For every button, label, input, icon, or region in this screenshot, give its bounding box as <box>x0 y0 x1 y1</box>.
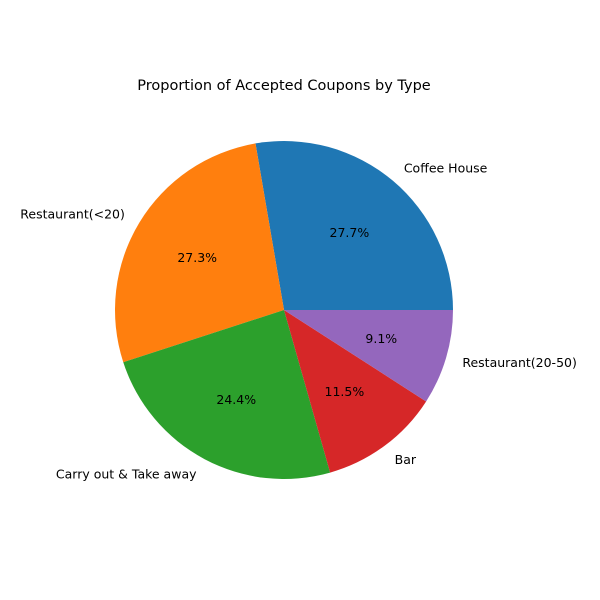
pie-slice-restaurant-20 <box>115 143 284 363</box>
pie-category-label-restaurant-20: Restaurant(<20) <box>20 206 125 221</box>
pie-value-label-restaurant-20-50: 9.1% <box>365 331 397 346</box>
pie-slices <box>115 141 453 479</box>
pie-category-label-coffee-house: Coffee House <box>404 160 488 175</box>
pie-category-label-restaurant-20-50: Restaurant(20-50) <box>462 355 577 370</box>
pie-value-label-carry-out-take-away: 24.4% <box>216 392 256 407</box>
pie-slice-restaurant-20-50 <box>284 310 453 402</box>
pie-category-label-bar: Bar <box>395 452 417 467</box>
chart-title: Proportion of Accepted Coupons by Type <box>137 78 431 94</box>
pie-labels: 27.7% Coffee House 27.3% Restaurant(<20) 24.… <box>20 160 577 481</box>
pie-value-label-coffee-house: 27.7% <box>330 225 370 240</box>
pie-slice-bar <box>284 310 427 473</box>
pie-slice-coffee-house <box>255 141 453 310</box>
pie-value-label-bar: 11.5% <box>325 384 365 399</box>
pie-slice-carry-out-take-away <box>123 310 331 479</box>
pie-value-label-restaurant-20: 27.3% <box>177 250 217 265</box>
pie-category-label-carry-out-take-away: Carry out & Take away <box>56 467 197 482</box>
